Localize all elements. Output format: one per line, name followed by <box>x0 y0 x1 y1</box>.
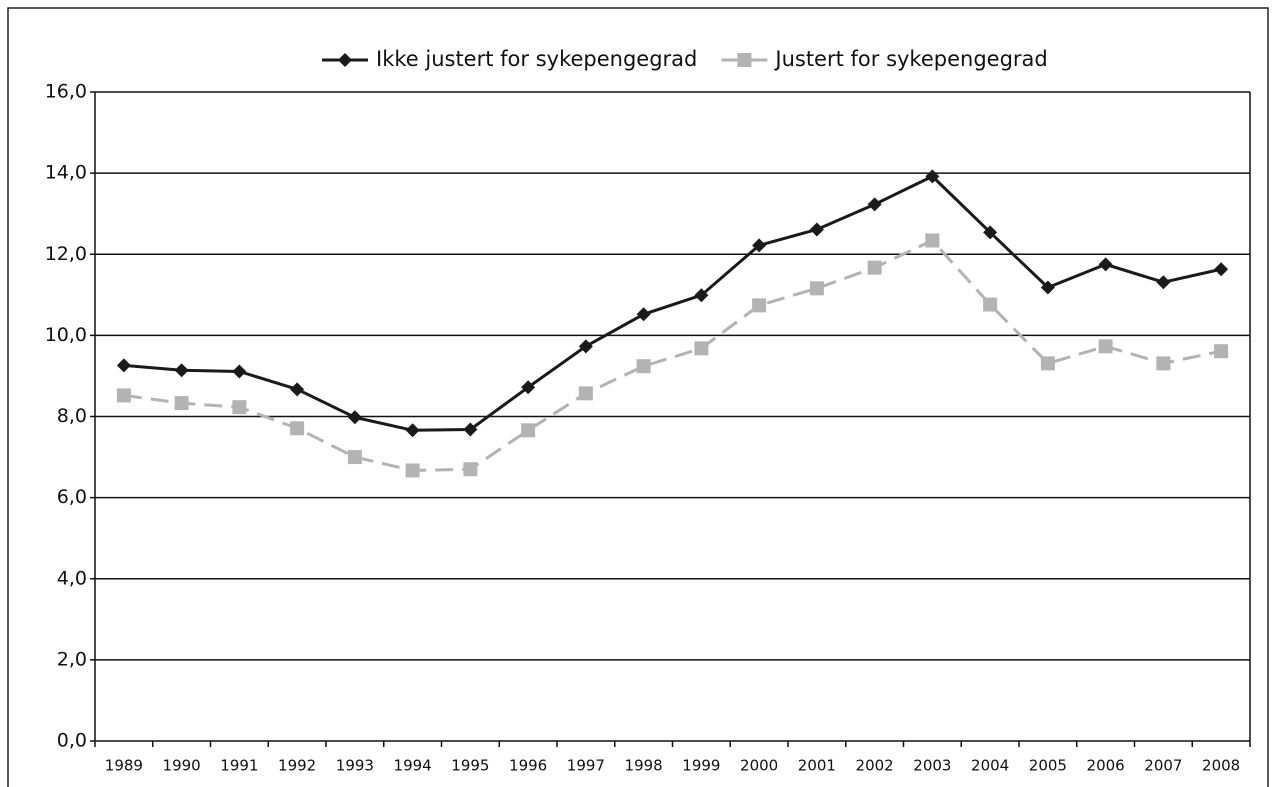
x-tick-label: 2006 <box>1087 757 1125 775</box>
point <box>290 421 305 436</box>
point <box>463 462 478 477</box>
point <box>578 386 593 401</box>
point <box>925 233 940 248</box>
y-tick-label: 4,0 <box>57 567 87 589</box>
point <box>578 339 593 354</box>
point <box>867 260 882 275</box>
point <box>694 288 709 303</box>
point <box>925 169 940 184</box>
x-tick-label: 2004 <box>971 757 1009 775</box>
point <box>1040 280 1055 295</box>
x-tick-label: 1993 <box>336 757 374 775</box>
x-tick-label: 1990 <box>163 757 201 775</box>
point <box>867 197 882 212</box>
point <box>1214 344 1229 359</box>
y-tick-label: 12,0 <box>45 243 87 265</box>
point <box>521 423 536 438</box>
x-tick-label: 2001 <box>798 757 836 775</box>
point <box>405 423 420 438</box>
x-tick-label: 1992 <box>278 757 316 775</box>
point <box>1098 257 1113 272</box>
point <box>983 225 998 240</box>
legend-marker <box>338 53 352 67</box>
point <box>290 382 305 397</box>
point <box>1214 262 1229 277</box>
y-tick-label: 8,0 <box>57 405 87 427</box>
x-tick-label: 1996 <box>509 757 547 775</box>
x-tick-label: 1999 <box>682 757 720 775</box>
point <box>174 363 189 378</box>
point <box>116 358 131 373</box>
x-tick-label: 1995 <box>451 757 489 775</box>
x-tick-label: 2005 <box>1029 757 1067 775</box>
point <box>636 307 651 322</box>
point <box>521 380 536 395</box>
x-tick-label: 1998 <box>625 757 663 775</box>
point <box>232 400 247 415</box>
point <box>1156 275 1171 290</box>
legend-label: Ikke justert for sykepengegrad <box>376 47 697 71</box>
point <box>983 297 998 312</box>
point <box>463 422 478 437</box>
series-line <box>123 174 1222 432</box>
point <box>116 388 131 403</box>
point <box>694 341 709 356</box>
legend-marker <box>737 53 752 67</box>
y-tick-label: 10,0 <box>45 324 87 346</box>
x-tick-label: 2008 <box>1202 757 1240 775</box>
x-tick-label: 2007 <box>1144 757 1182 775</box>
y-tick-label: 0,0 <box>57 730 87 752</box>
point <box>347 450 362 465</box>
point <box>1040 356 1055 371</box>
y-tick-label: 16,0 <box>45 81 87 103</box>
point <box>1156 356 1171 371</box>
legend-label: Justert for sykepengegrad <box>773 47 1047 71</box>
x-tick-label: 1989 <box>105 757 143 775</box>
y-tick-label: 14,0 <box>45 162 87 184</box>
x-tick-label: 1994 <box>394 757 432 775</box>
point <box>174 396 189 411</box>
x-tick-label: 1997 <box>567 757 605 775</box>
y-tick-label: 6,0 <box>57 486 87 508</box>
series-line <box>123 238 1222 472</box>
point <box>809 222 824 237</box>
point <box>752 238 767 253</box>
x-tick-label: 2003 <box>913 757 951 775</box>
frame <box>7 7 1269 787</box>
y-tick-label: 2,0 <box>57 648 87 670</box>
point <box>232 364 247 379</box>
point <box>347 410 362 425</box>
point <box>636 359 651 374</box>
x-tick-label: 1991 <box>220 757 258 775</box>
point <box>809 281 824 296</box>
point <box>405 463 420 478</box>
point <box>752 298 767 313</box>
x-tick-label: 2000 <box>740 757 778 775</box>
x-tick-label: 2002 <box>856 757 894 775</box>
point <box>1098 339 1113 354</box>
